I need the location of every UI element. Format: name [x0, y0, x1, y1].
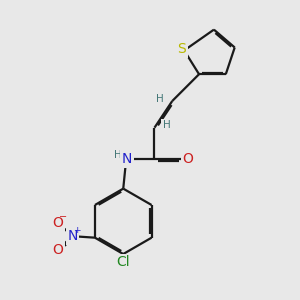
Text: H: H — [114, 150, 122, 160]
Text: O: O — [52, 243, 63, 256]
Text: H: H — [156, 94, 164, 103]
Text: O: O — [183, 152, 194, 166]
Text: Cl: Cl — [116, 255, 130, 269]
Text: H: H — [163, 120, 171, 130]
Text: N: N — [122, 152, 132, 166]
Text: −: − — [59, 212, 67, 223]
Text: N: N — [68, 229, 78, 243]
Text: +: + — [74, 226, 81, 235]
Text: S: S — [177, 42, 186, 56]
Text: O: O — [52, 216, 63, 230]
